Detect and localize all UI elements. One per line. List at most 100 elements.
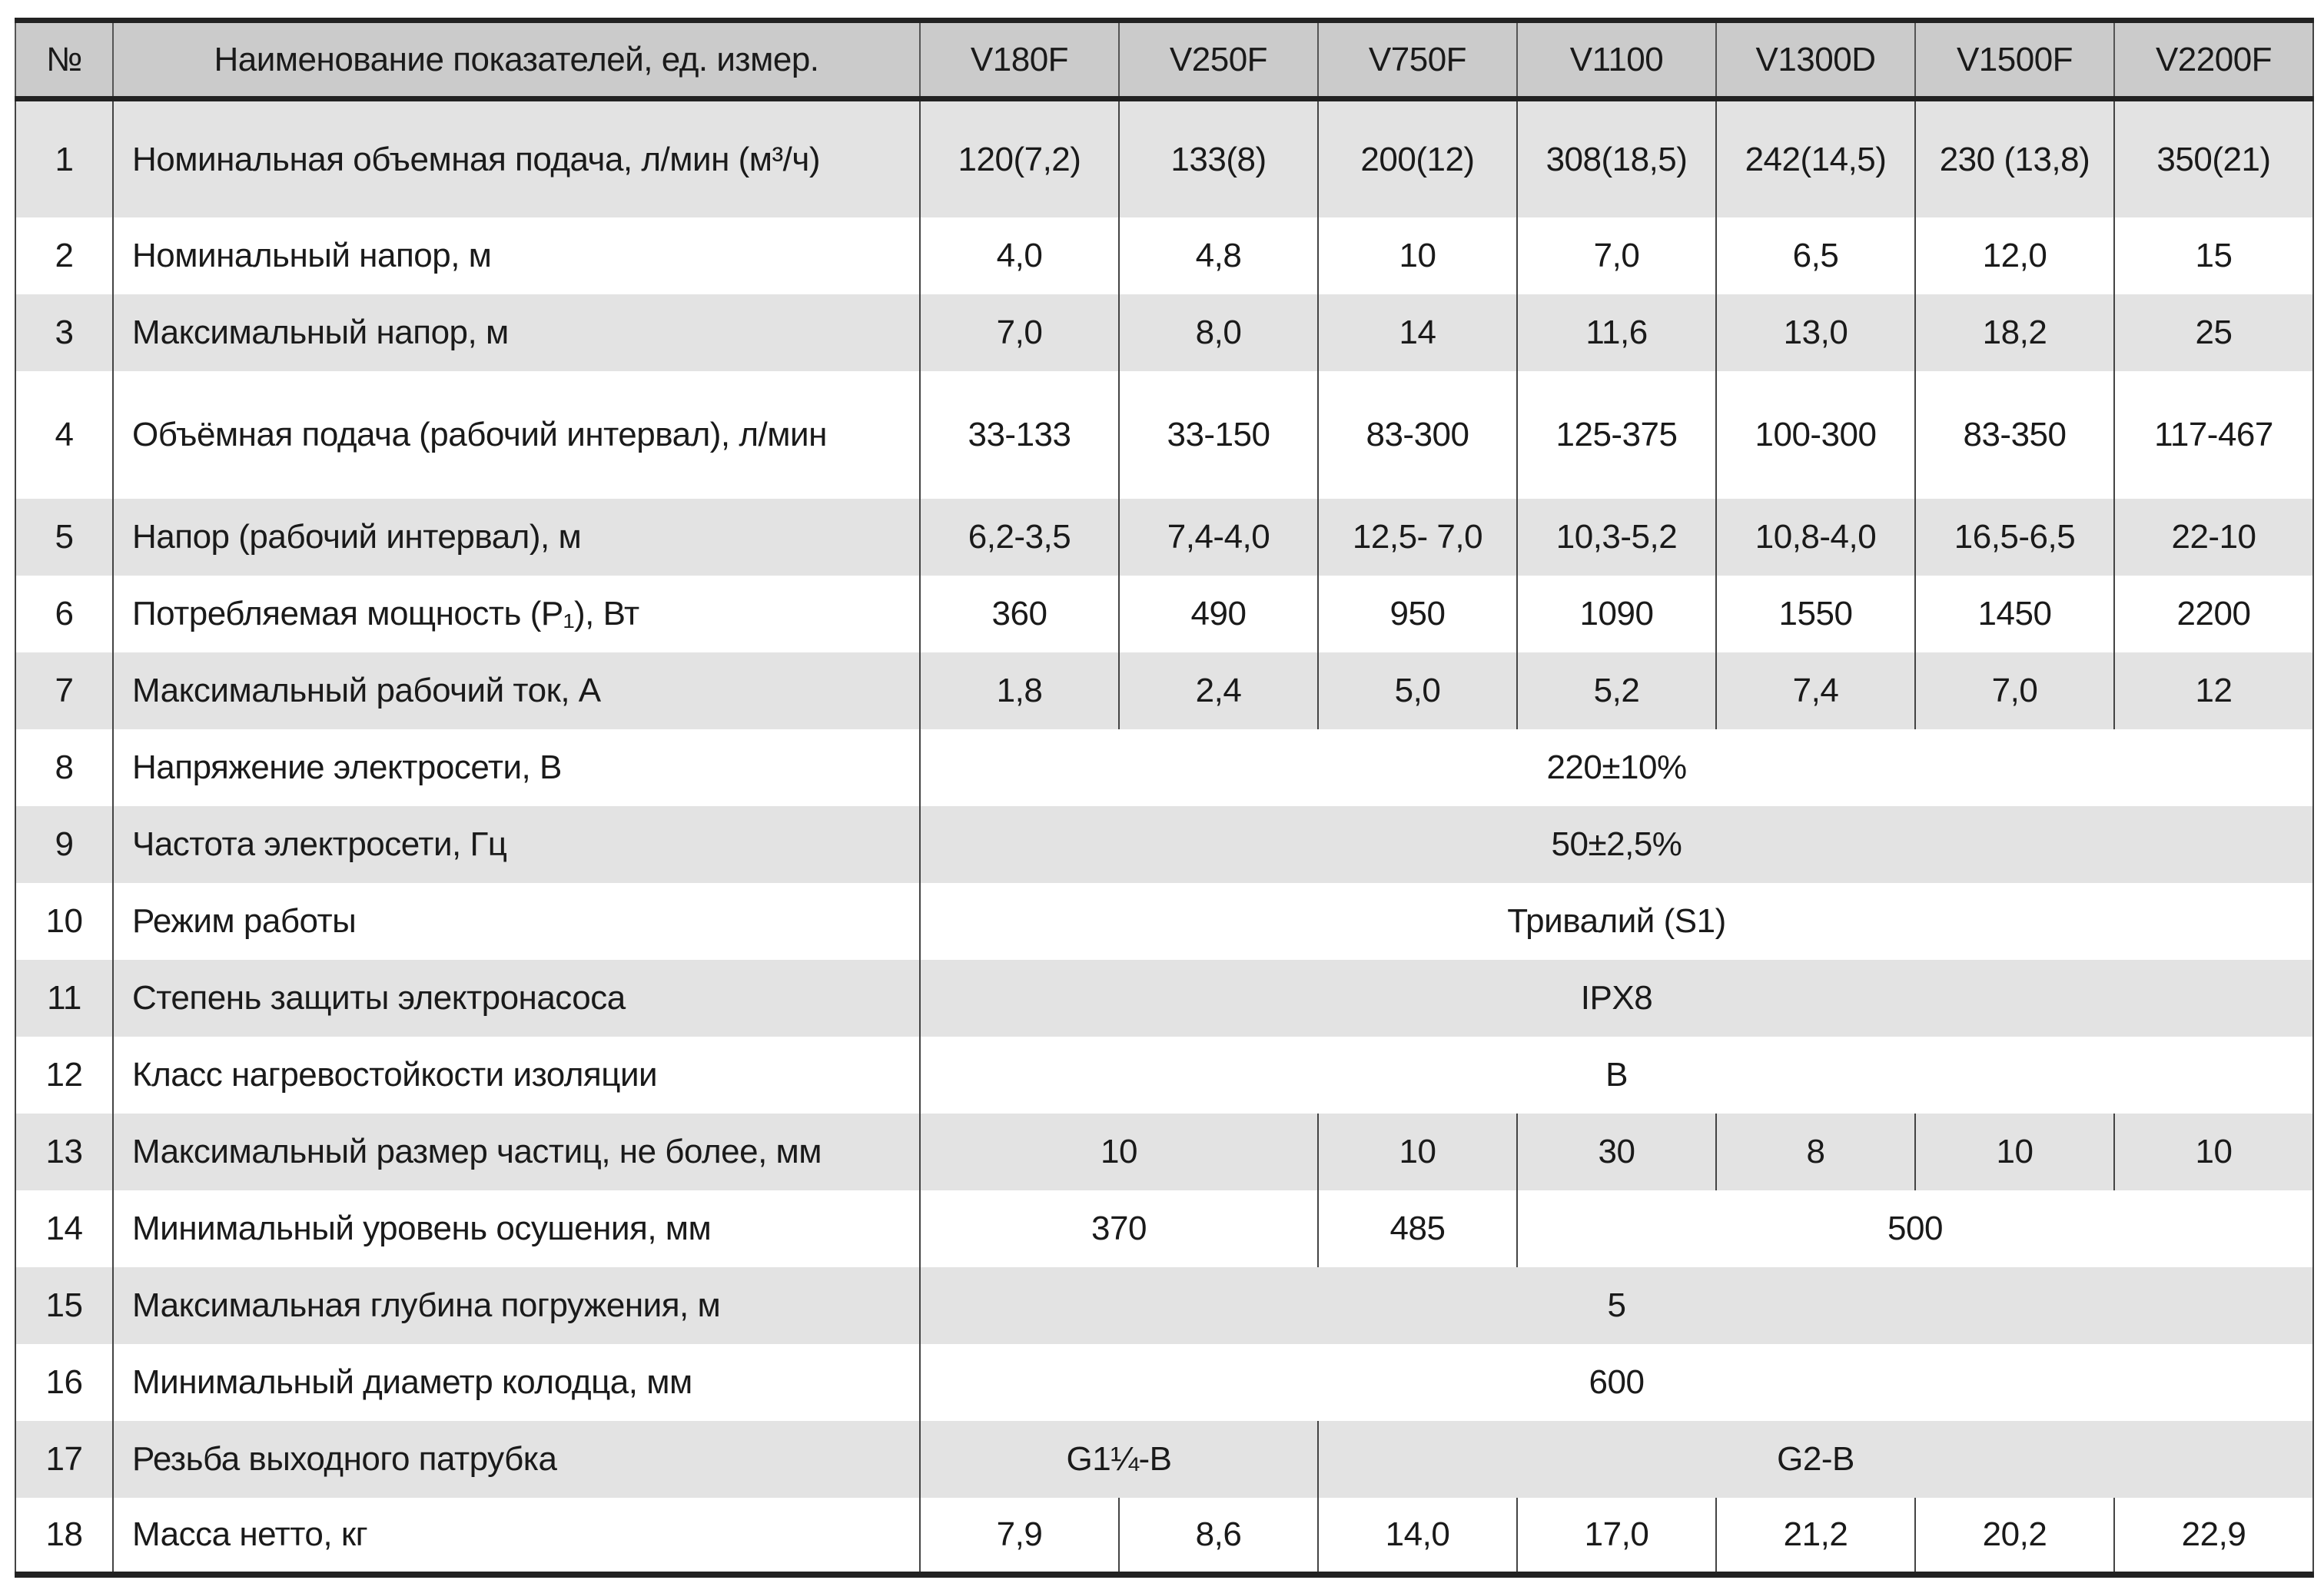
- parameter-name: Номинальная объемная подача, л/мин (м³/ч…: [112, 98, 920, 217]
- value-cell: 6,5: [1715, 217, 1915, 294]
- parameter-name: Максимальный напор, м: [112, 294, 920, 371]
- parameter-name: Напряжение электросети, В: [112, 729, 920, 806]
- value-cell: 220±10%: [919, 729, 2314, 806]
- value-cell: 7,4: [1715, 652, 1915, 729]
- value-cell: 14: [1317, 294, 1517, 371]
- value-cell: 2,4: [1118, 652, 1318, 729]
- value-cell: 5: [919, 1266, 2314, 1344]
- header-parameter-name: Наименование показателей, ед. измер.: [112, 18, 920, 101]
- value-cell: 8,6: [1118, 1497, 1318, 1578]
- value-cell: 500: [1516, 1190, 2314, 1267]
- row-number: 7: [15, 652, 113, 729]
- row-number: 4: [15, 370, 113, 499]
- value-cell: 10: [1317, 217, 1517, 294]
- value-cell: 18,2: [1914, 294, 2114, 371]
- table-row: 7 Максимальный рабочий ток, А 1,8 2,4 5,0 5,2…: [15, 652, 2314, 729]
- parameter-name: Максимальный рабочий ток, А: [112, 652, 920, 729]
- value-cell: 10,8-4,0: [1715, 498, 1915, 576]
- parameter-name: Частота электросети, Гц: [112, 805, 920, 883]
- parameter-name: Напор (рабочий интервал), м: [112, 498, 920, 576]
- table-row: 6 Потребляемая мощность (P₁), Вт 360 490 950…: [15, 575, 2314, 652]
- value-cell: 25: [2113, 294, 2314, 371]
- parameter-name: Степень защиты электронасоса: [112, 959, 920, 1037]
- row-number: 13: [15, 1113, 113, 1190]
- value-cell: 16,5-6,5: [1914, 498, 2114, 576]
- table-row: 14 Минимальный уровень осушения, мм 370 485…: [15, 1190, 2314, 1267]
- table-row: 4 Объёмная подача (рабочий интервал), л/м…: [15, 370, 2314, 499]
- value-cell: 485: [1317, 1190, 1517, 1267]
- value-cell: 4,0: [919, 217, 1119, 294]
- specifications-table: № Наименование показателей, ед. измер. V…: [15, 18, 2314, 1578]
- value-cell: 10: [1914, 1113, 2114, 1190]
- value-cell: G1¼-B: [919, 1420, 1318, 1498]
- value-cell: 1550: [1715, 575, 1915, 652]
- parameter-name: Объёмная подача (рабочий интервал), л/ми…: [112, 370, 920, 499]
- row-number: 5: [15, 498, 113, 576]
- value-cell: 370: [919, 1190, 1318, 1267]
- value-cell: 33-150: [1118, 370, 1318, 499]
- table-row: 2 Номинальный напор, м 4,0 4,8 10 7,0 6,5 12,0 1…: [15, 217, 2314, 294]
- value-cell: 600: [919, 1343, 2314, 1421]
- header-number: №: [15, 18, 113, 101]
- value-cell: 242(14,5): [1715, 98, 1915, 217]
- table-body: 1 Номинальная объемная подача, л/мин (м³/…: [15, 98, 2314, 1578]
- value-cell: Тривалий (S1): [919, 882, 2314, 960]
- value-cell: 7,0: [1914, 652, 2114, 729]
- value-cell: 8: [1715, 1113, 1915, 1190]
- table-row: 13 Максимальный размер частиц, не более, …: [15, 1113, 2314, 1190]
- value-cell: 133(8): [1118, 98, 1318, 217]
- value-cell: 360: [919, 575, 1119, 652]
- value-cell: 8,0: [1118, 294, 1318, 371]
- value-cell: 22-10: [2113, 498, 2314, 576]
- value-cell: 12,0: [1914, 217, 2114, 294]
- value-cell: 10: [1317, 1113, 1517, 1190]
- value-cell: 5,2: [1516, 652, 1716, 729]
- row-number: 6: [15, 575, 113, 652]
- row-number: 14: [15, 1190, 113, 1267]
- value-cell: 5,0: [1317, 652, 1517, 729]
- row-number: 12: [15, 1036, 113, 1114]
- table-row: 16 Минимальный диаметр колодца, мм 600: [15, 1343, 2314, 1421]
- value-cell: 230 (13,8): [1914, 98, 2114, 217]
- row-number: 9: [15, 805, 113, 883]
- header-model-v1500f: V1500F: [1914, 18, 2114, 101]
- value-cell: 950: [1317, 575, 1517, 652]
- table-row: 8 Напряжение электросети, В 220±10%: [15, 729, 2314, 806]
- value-cell: B: [919, 1036, 2314, 1114]
- value-cell: 11,6: [1516, 294, 1716, 371]
- parameter-name: Режим работы: [112, 882, 920, 960]
- value-cell: 20,2: [1914, 1497, 2114, 1578]
- table-row: 17 Резьба выходного патрубка G1¼-B G2-B: [15, 1420, 2314, 1498]
- value-cell: 10,3-5,2: [1516, 498, 1716, 576]
- row-number: 10: [15, 882, 113, 960]
- value-cell: 1,8: [919, 652, 1119, 729]
- table-row: 10 Режим работы Тривалий (S1): [15, 882, 2314, 960]
- value-cell: IPX8: [919, 959, 2314, 1037]
- value-cell: 308(18,5): [1516, 98, 1716, 217]
- parameter-name: Максимальная глубина погружения, м: [112, 1266, 920, 1344]
- value-cell: 12,5- 7,0: [1317, 498, 1517, 576]
- value-cell: 125-375: [1516, 370, 1716, 499]
- parameter-name: Максимальный размер частиц, не более, мм: [112, 1113, 920, 1190]
- value-cell: 1090: [1516, 575, 1716, 652]
- row-number: 15: [15, 1266, 113, 1344]
- value-cell: 350(21): [2113, 98, 2314, 217]
- value-cell: 4,8: [1118, 217, 1318, 294]
- table-header-row: № Наименование показателей, ед. измер. V…: [15, 18, 2314, 101]
- value-cell: 14,0: [1317, 1497, 1517, 1578]
- header-model-v250f: V250F: [1118, 18, 1318, 101]
- row-number: 16: [15, 1343, 113, 1421]
- value-cell: 7,0: [919, 294, 1119, 371]
- parameter-name: Номинальный напор, м: [112, 217, 920, 294]
- row-number: 8: [15, 729, 113, 806]
- value-cell: 200(12): [1317, 98, 1517, 217]
- parameter-name: Потребляемая мощность (P₁), Вт: [112, 575, 920, 652]
- parameter-name: Класс нагревостойкости изоляции: [112, 1036, 920, 1114]
- table-row: 11 Степень защиты электронасоса IPX8: [15, 959, 2314, 1037]
- table-row: 5 Напор (рабочий интервал), м 6,2-3,5 7,4-4…: [15, 498, 2314, 576]
- value-cell: 10: [919, 1113, 1318, 1190]
- value-cell: 7,9: [919, 1497, 1119, 1578]
- value-cell: 21,2: [1715, 1497, 1915, 1578]
- value-cell: 7,0: [1516, 217, 1716, 294]
